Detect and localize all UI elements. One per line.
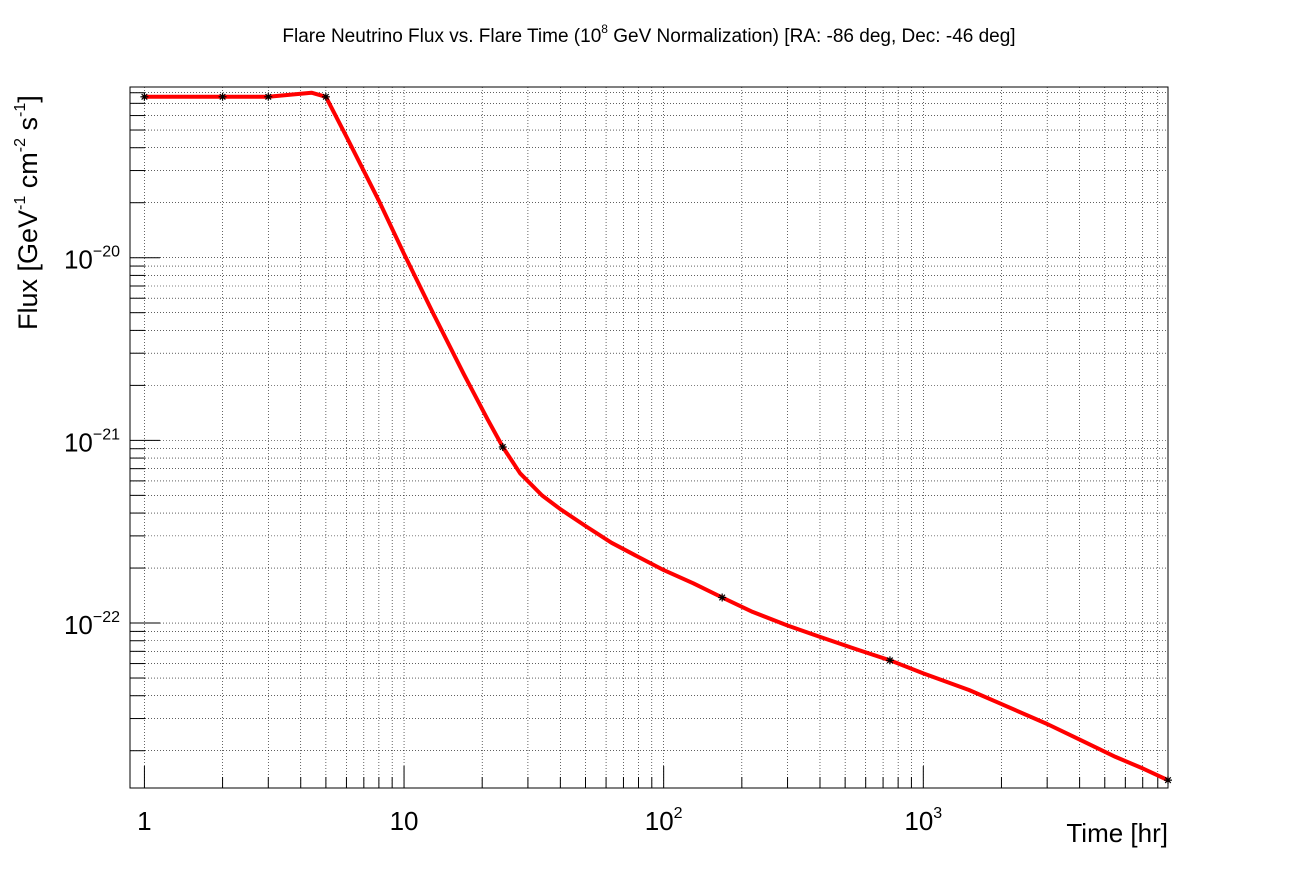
y-tick-label: 10−20: [64, 244, 120, 275]
y-tick-label: 10−22: [64, 609, 120, 640]
plot-frame: [129, 86, 1169, 789]
title-exponent: 8: [601, 22, 608, 36]
x-tick-label: 103: [904, 805, 942, 836]
data-point-marker: [718, 593, 727, 602]
title-prefix: Flare Neutrino Flux vs. Flare Time (10: [282, 26, 602, 47]
data-point-marker: [264, 92, 273, 101]
data-point-marker: [498, 442, 507, 451]
data-point-marker: [321, 92, 330, 101]
x-tick-label: 1: [137, 806, 151, 836]
x-tick-label: 102: [645, 805, 683, 836]
series-line: [142, 90, 1170, 783]
data-point-marker: [1164, 776, 1172, 785]
chart-title: Flare Neutrino Flux vs. Flare Time (108 …: [0, 22, 1298, 48]
data-point-marker: [140, 92, 149, 101]
title-suffix: GeV Normalization) [RA: -86 deg, Dec: -4…: [607, 26, 1016, 47]
x-axis-label: Time [hr]: [1066, 818, 1168, 848]
y-tick-label: 10−21: [64, 426, 120, 457]
x-tick-label: 10: [390, 806, 419, 836]
data-point-marker: [885, 656, 894, 665]
data-point-marker: [218, 92, 227, 101]
